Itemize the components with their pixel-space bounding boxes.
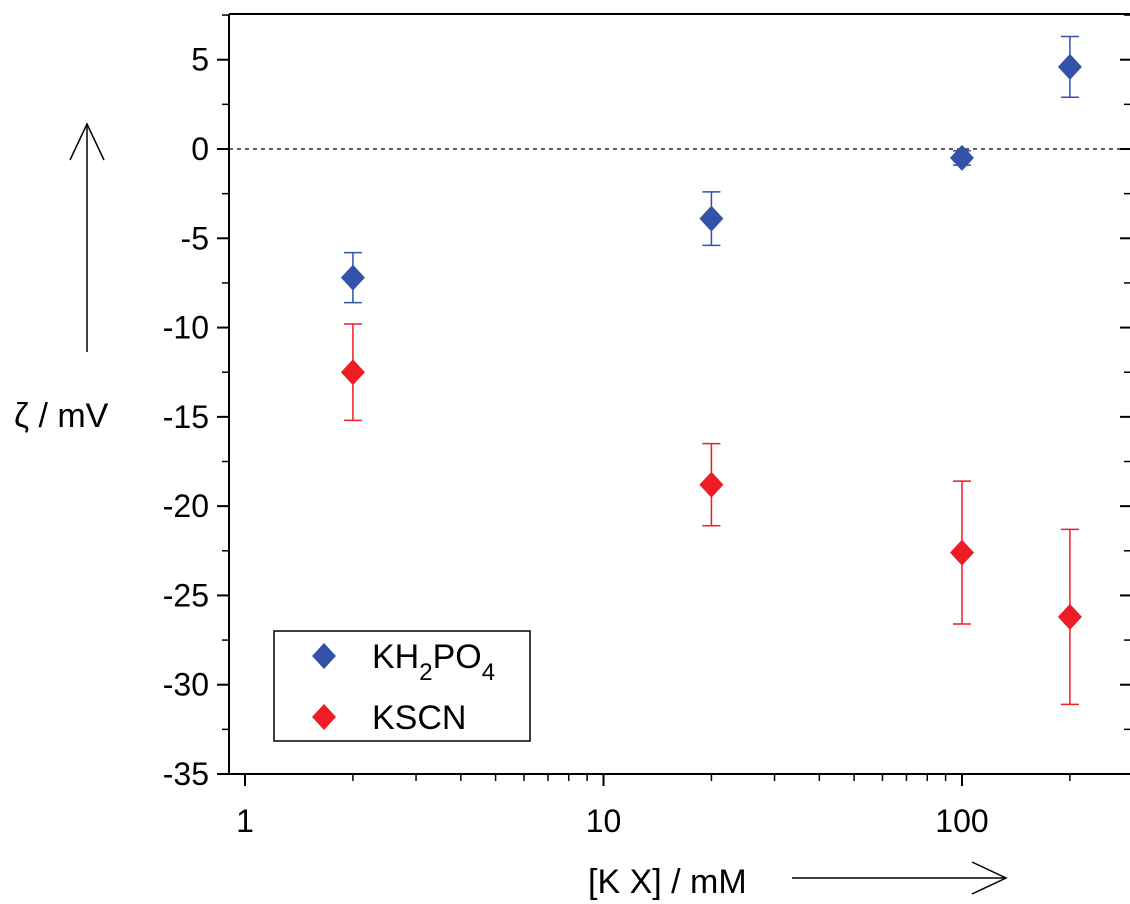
series-1 <box>340 323 1082 706</box>
y-axis-ticks: 5 0 -5 -10 -15 -20 -25 -30 -35 <box>163 14 1130 792</box>
x-axis-arrow <box>792 861 1008 895</box>
y-tick-label: -35 <box>163 756 209 792</box>
legend-label: KH2PO4 <box>372 638 495 686</box>
data-point <box>1057 603 1082 630</box>
data-point <box>699 205 724 232</box>
legend-marker <box>312 704 336 730</box>
data-point <box>950 539 974 566</box>
y-axis-arrow <box>69 122 105 352</box>
series-layer <box>340 35 1082 706</box>
legend-marker <box>312 643 336 669</box>
data-point <box>340 359 365 386</box>
y-tick-label: -20 <box>163 488 209 524</box>
y-tick-label: 0 <box>191 131 209 167</box>
y-tick-label: -25 <box>163 577 209 613</box>
x-tick-label: 10 <box>586 803 622 839</box>
data-point <box>1057 53 1082 80</box>
series-0 <box>340 35 1082 304</box>
y-tick-label: -10 <box>163 310 209 346</box>
y-axis-label: ζ / mV <box>14 397 109 435</box>
y-tick-label: -30 <box>163 667 209 703</box>
plot-frame <box>228 13 1130 775</box>
x-axis-label: [K X] / mM <box>588 863 747 901</box>
data-point <box>699 471 724 498</box>
x-axis-ticks: 1 10 100 <box>236 774 1071 839</box>
legend-label: KSCN <box>372 699 466 737</box>
data-point <box>340 264 365 291</box>
x-tick-label: 1 <box>236 803 254 839</box>
x-tick-label: 100 <box>935 803 988 839</box>
legend-box <box>273 630 531 742</box>
data-point <box>950 144 974 171</box>
y-tick-label: -15 <box>163 399 209 435</box>
y-tick-label: -5 <box>181 220 209 256</box>
y-tick-label: 5 <box>191 42 209 78</box>
legend: KH2PO4 KSCN <box>273 630 531 742</box>
